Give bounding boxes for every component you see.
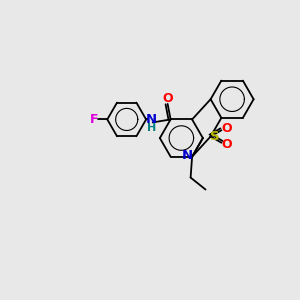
Text: F: F [90,113,99,126]
Text: N: N [146,113,157,126]
Text: N: N [182,149,193,162]
Text: S: S [210,130,220,143]
Text: O: O [221,138,232,151]
Text: O: O [221,122,232,135]
Text: O: O [162,92,173,105]
Text: H: H [147,123,156,133]
